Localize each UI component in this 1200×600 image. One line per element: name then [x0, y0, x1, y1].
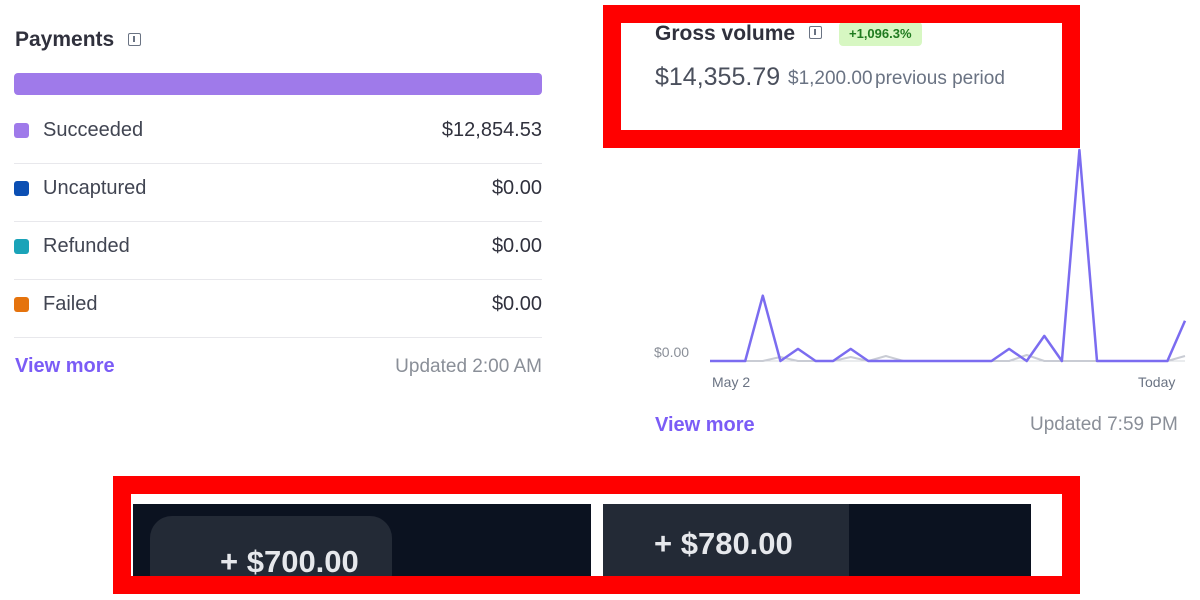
legend-row-succeeded[interactable]: Succeeded $12,854.53: [14, 106, 542, 164]
gross-volume-view-more-link[interactable]: View more: [655, 414, 755, 436]
status-dot-succeeded: [14, 123, 29, 138]
legend-row-refunded[interactable]: Refunded $0.00: [14, 222, 542, 280]
legend-label: Uncaptured: [43, 177, 147, 199]
payments-stacked-bar[interactable]: [14, 73, 542, 95]
transfer-amount-left: + $700.00: [220, 544, 359, 576]
info-icon[interactable]: [128, 33, 141, 46]
payments-card: Payments Succeeded $12,854.53 Uncaptured…: [0, 0, 560, 420]
legend-value: $12,854.53: [441, 119, 542, 141]
change-badge: +1,096.3%: [839, 22, 922, 46]
legend-value: $0.00: [491, 293, 542, 315]
gross-volume-amount: $14,355.79: [655, 63, 781, 91]
series-line-current: [710, 148, 1187, 363]
payments-title: Payments: [15, 28, 115, 51]
legend-row-failed[interactable]: Failed $0.00: [14, 280, 542, 338]
gross-volume-updated-time: Updated 7:59 PM: [1030, 414, 1178, 435]
payments-updated-time: Updated 2:00 AM: [395, 356, 542, 377]
payments-view-more-link[interactable]: View more: [15, 355, 115, 377]
legend-value: $0.00: [491, 177, 542, 199]
transfer-amount-right: + $780.00: [654, 526, 793, 561]
legend-label: Succeeded: [43, 119, 144, 141]
x-axis-end-label: Today: [1138, 374, 1175, 390]
gross-volume-title: Gross volume: [655, 22, 796, 45]
legend-value: $0.00: [491, 235, 542, 257]
amount-tile-right: [603, 504, 849, 576]
x-axis-start-label: May 2: [712, 374, 750, 390]
y-axis-zero-label: $0.00: [654, 344, 689, 360]
previous-period-label: previous period: [875, 68, 1005, 89]
legend-label: Refunded: [43, 235, 130, 257]
highlight-frame-top: [603, 5, 1080, 148]
amount-tile-left: [150, 516, 392, 576]
status-dot-uncaptured: [14, 181, 29, 196]
legend-row-uncaptured[interactable]: Uncaptured $0.00: [14, 164, 542, 222]
info-icon[interactable]: [809, 26, 822, 39]
previous-period-amount: $1,200.00: [788, 68, 873, 89]
status-dot-failed: [14, 297, 29, 312]
legend-label: Failed: [43, 293, 98, 315]
status-dot-refunded: [14, 239, 29, 254]
gross-volume-line-chart[interactable]: $0.00 May 2 Today: [640, 140, 1200, 400]
highlight-frame-bottom: [113, 476, 1080, 594]
